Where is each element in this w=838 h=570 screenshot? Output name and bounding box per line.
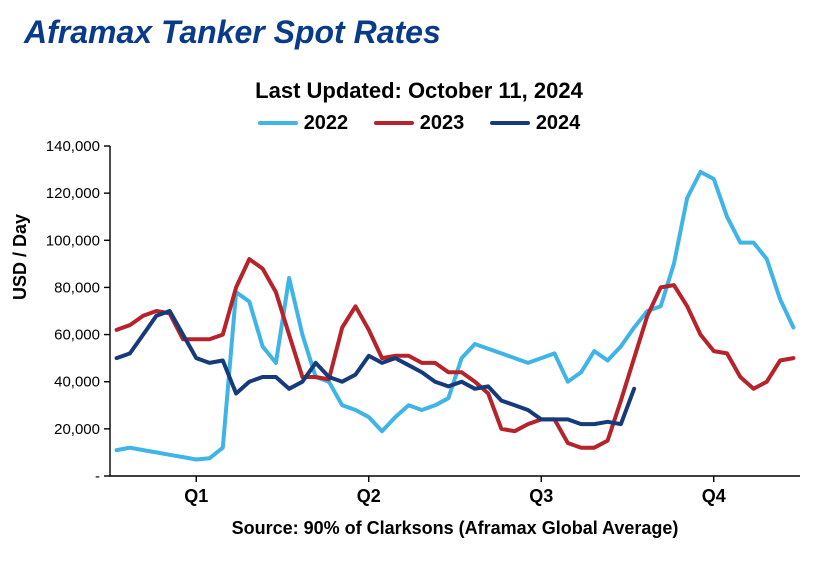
series-2024	[117, 311, 635, 424]
x-tick-label: Q1	[184, 486, 208, 506]
chart-figure: Aframax Tanker Spot Rates Last Updated: …	[0, 0, 838, 570]
chart-source: Source: 90% of Clarksons (Aframax Global…	[110, 518, 800, 539]
y-tick-label: 140,000	[46, 138, 100, 155]
series-2023	[117, 259, 794, 448]
legend-swatch-2023	[374, 121, 414, 125]
y-tick-label: 120,000	[46, 185, 100, 202]
y-tick-label: 40,000	[54, 374, 100, 391]
y-axis-label: USD / Day	[10, 214, 31, 300]
x-tick-label: Q3	[529, 486, 553, 506]
legend-item-2024: 2024	[490, 112, 581, 135]
y-tick-label: -	[95, 468, 100, 485]
y-tick-label: 60,000	[54, 327, 100, 344]
legend-label-2022: 2022	[304, 112, 349, 135]
y-tick-label: 80,000	[54, 279, 100, 296]
chart-title: Aframax Tanker Spot Rates	[24, 14, 441, 51]
legend-label-2023: 2023	[420, 112, 465, 135]
chart-subtitle: Last Updated: October 11, 2024	[0, 78, 838, 104]
legend-swatch-2022	[258, 121, 298, 125]
chart-plot-area: -20,00040,00060,00080,000100,000120,0001…	[110, 146, 800, 476]
y-tick-label: 20,000	[54, 421, 100, 438]
y-tick-label: 100,000	[46, 232, 100, 249]
legend-swatch-2024	[490, 121, 530, 125]
chart-legend: 2022 2023 2024	[0, 108, 838, 135]
legend-label-2024: 2024	[536, 112, 581, 135]
legend-item-2022: 2022	[258, 112, 349, 135]
legend-item-2023: 2023	[374, 112, 465, 135]
x-tick-label: Q4	[702, 486, 726, 506]
x-tick-label: Q2	[357, 486, 381, 506]
chart-svg: -20,00040,00060,00080,000100,000120,0001…	[110, 146, 800, 476]
